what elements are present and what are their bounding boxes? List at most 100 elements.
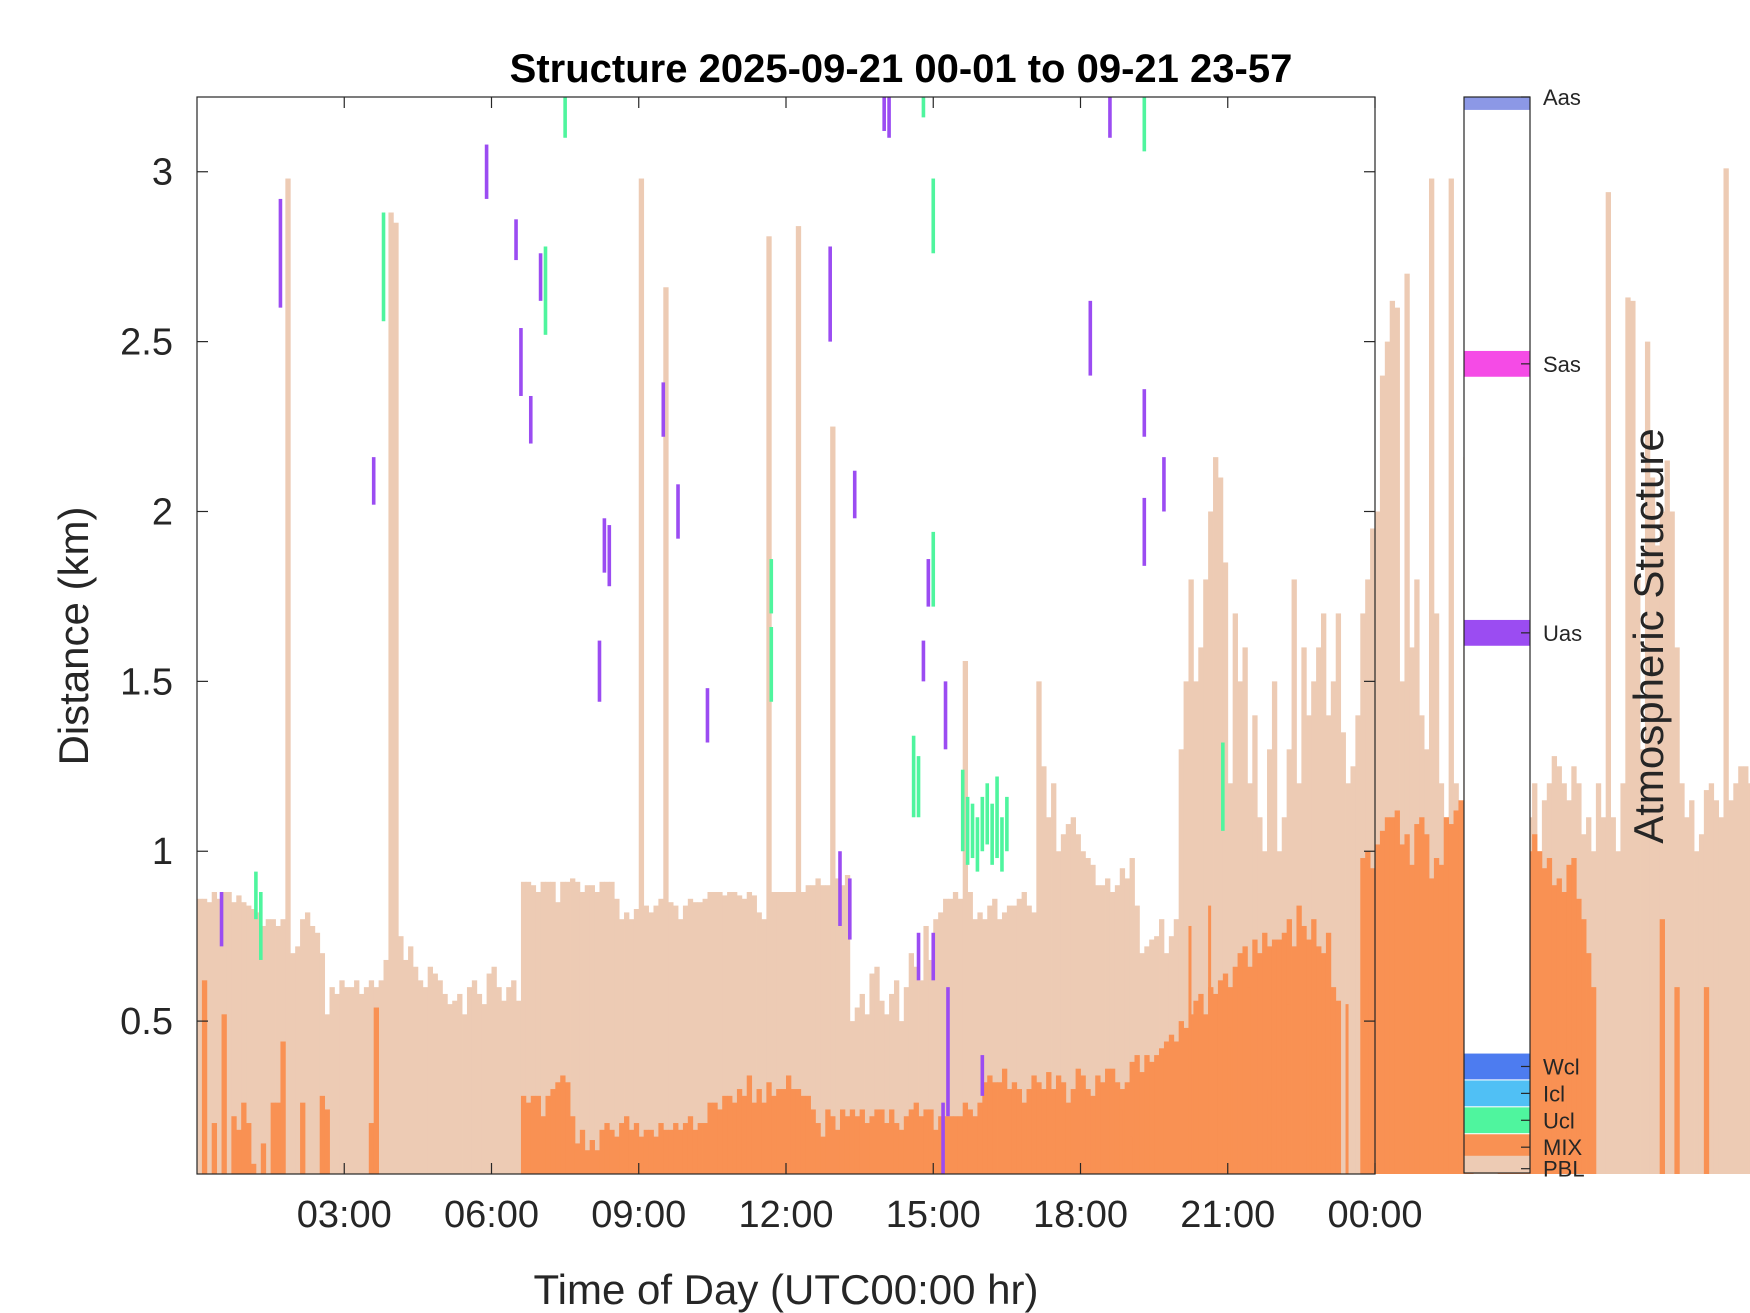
pbl-bar	[1222, 562, 1229, 1174]
mix-bar	[1556, 878, 1562, 1174]
pbl-bar	[383, 959, 389, 1174]
uas-segment	[980, 1055, 985, 1096]
mix-bar	[908, 1109, 915, 1174]
pbl-bar	[1016, 898, 1022, 1174]
mix-bar	[1065, 1102, 1072, 1174]
pbl-bar	[736, 895, 743, 1174]
pbl-bar	[1055, 851, 1062, 1174]
mix-bar	[594, 1150, 600, 1174]
mix-bar	[1399, 844, 1405, 1174]
pbl-bar	[1355, 715, 1361, 1174]
pbl-bar	[633, 909, 640, 1174]
pbl-bar	[795, 226, 802, 1175]
mix-bar	[565, 1082, 571, 1174]
colorbar-swatch-uas	[1464, 619, 1530, 646]
pbl-bar	[947, 898, 954, 1174]
mix-bar	[275, 1102, 281, 1174]
mix-bar	[589, 1140, 595, 1174]
ucl-segment	[921, 97, 926, 118]
ucl-segment	[931, 531, 936, 607]
pbl-bar	[1350, 766, 1356, 1174]
mix-bar	[535, 1095, 541, 1174]
mix-bar	[997, 1082, 1003, 1174]
mix-bar	[918, 1116, 924, 1174]
mix-bar	[938, 1116, 944, 1174]
pbl-bar	[1615, 851, 1621, 1174]
pbl-bar	[1654, 545, 1661, 1174]
mix-bar	[1291, 946, 1297, 1174]
mix-bar	[786, 1075, 792, 1174]
mix-bar	[1281, 932, 1288, 1174]
mix-bar	[795, 1089, 802, 1174]
pbl-bar	[835, 878, 841, 1174]
x-tick-label: 12:00	[738, 1194, 833, 1236]
mix-bar	[1276, 939, 1283, 1174]
mix-bar	[761, 1102, 767, 1174]
pbl-bar	[329, 987, 335, 1174]
mix-bar	[722, 1095, 728, 1174]
mix-bar	[893, 1123, 900, 1174]
pbl-bar	[972, 919, 978, 1174]
mix-bar	[1134, 1055, 1140, 1174]
pbl-bar	[1723, 168, 1729, 1175]
pbl-bar	[1679, 783, 1685, 1174]
pbl-bar	[462, 1014, 468, 1174]
mix-bar	[300, 1102, 306, 1174]
mix-bar	[741, 1095, 748, 1174]
pbl-bar	[1713, 800, 1719, 1174]
pbl-bar	[300, 919, 306, 1174]
pbl-bar	[1698, 834, 1705, 1174]
pbl-bar	[977, 912, 983, 1174]
ucl-segment	[931, 178, 936, 254]
ucl-segment	[1000, 817, 1004, 872]
mix-bar	[913, 1102, 919, 1174]
pbl-bar	[903, 987, 910, 1174]
mix-bar	[1375, 844, 1381, 1174]
colorbar-swatch-aas	[1464, 97, 1530, 110]
pbl-bar	[560, 881, 566, 1174]
mix-bar	[1301, 925, 1307, 1174]
pbl-bar	[1198, 647, 1204, 1174]
pbl-bar	[1718, 817, 1724, 1174]
pbl-bar	[344, 987, 350, 1174]
ucl-segment	[1005, 796, 1009, 852]
mix-bar	[972, 1116, 978, 1174]
mix-bar	[849, 1109, 856, 1174]
mix-bar	[1016, 1089, 1022, 1174]
pbl-bar	[358, 993, 365, 1174]
pbl-bar	[628, 919, 635, 1174]
mix-bar	[1262, 932, 1268, 1174]
pbl-bar	[624, 912, 630, 1174]
pbl-bar	[604, 881, 610, 1174]
pbl-bar	[1674, 647, 1680, 1174]
mix-bar	[550, 1089, 556, 1174]
pbl-bar	[746, 892, 753, 1174]
mix-bar	[854, 1116, 861, 1174]
pbl-bar	[1335, 613, 1342, 1174]
mix-bar	[717, 1109, 723, 1174]
pbl-bar	[599, 881, 605, 1174]
uas-segment	[538, 253, 543, 301]
y-axis-label: Distance (km)	[50, 506, 97, 765]
pbl-bar	[525, 881, 532, 1174]
mix-bar	[800, 1095, 807, 1174]
uas-segment	[838, 851, 842, 926]
mix-bar	[903, 1116, 910, 1174]
pbl-bar	[241, 902, 247, 1174]
pbl-bar	[805, 885, 811, 1174]
pbl-bar	[1129, 858, 1135, 1174]
pbl-bar	[1124, 878, 1130, 1174]
pbl-bar	[511, 980, 517, 1174]
pbl-bar	[275, 925, 281, 1174]
mix-bar	[1085, 1089, 1091, 1174]
y-tick-label: 1	[152, 831, 173, 873]
mix-bar	[633, 1123, 640, 1174]
mix-bar	[859, 1109, 865, 1174]
pbl-bar	[1001, 912, 1008, 1174]
mix-bar	[678, 1129, 684, 1174]
mix-spike	[1325, 1082, 1329, 1174]
pbl-bar	[933, 919, 939, 1174]
mix-bar	[736, 1089, 743, 1174]
mix-bar	[1090, 1095, 1096, 1174]
